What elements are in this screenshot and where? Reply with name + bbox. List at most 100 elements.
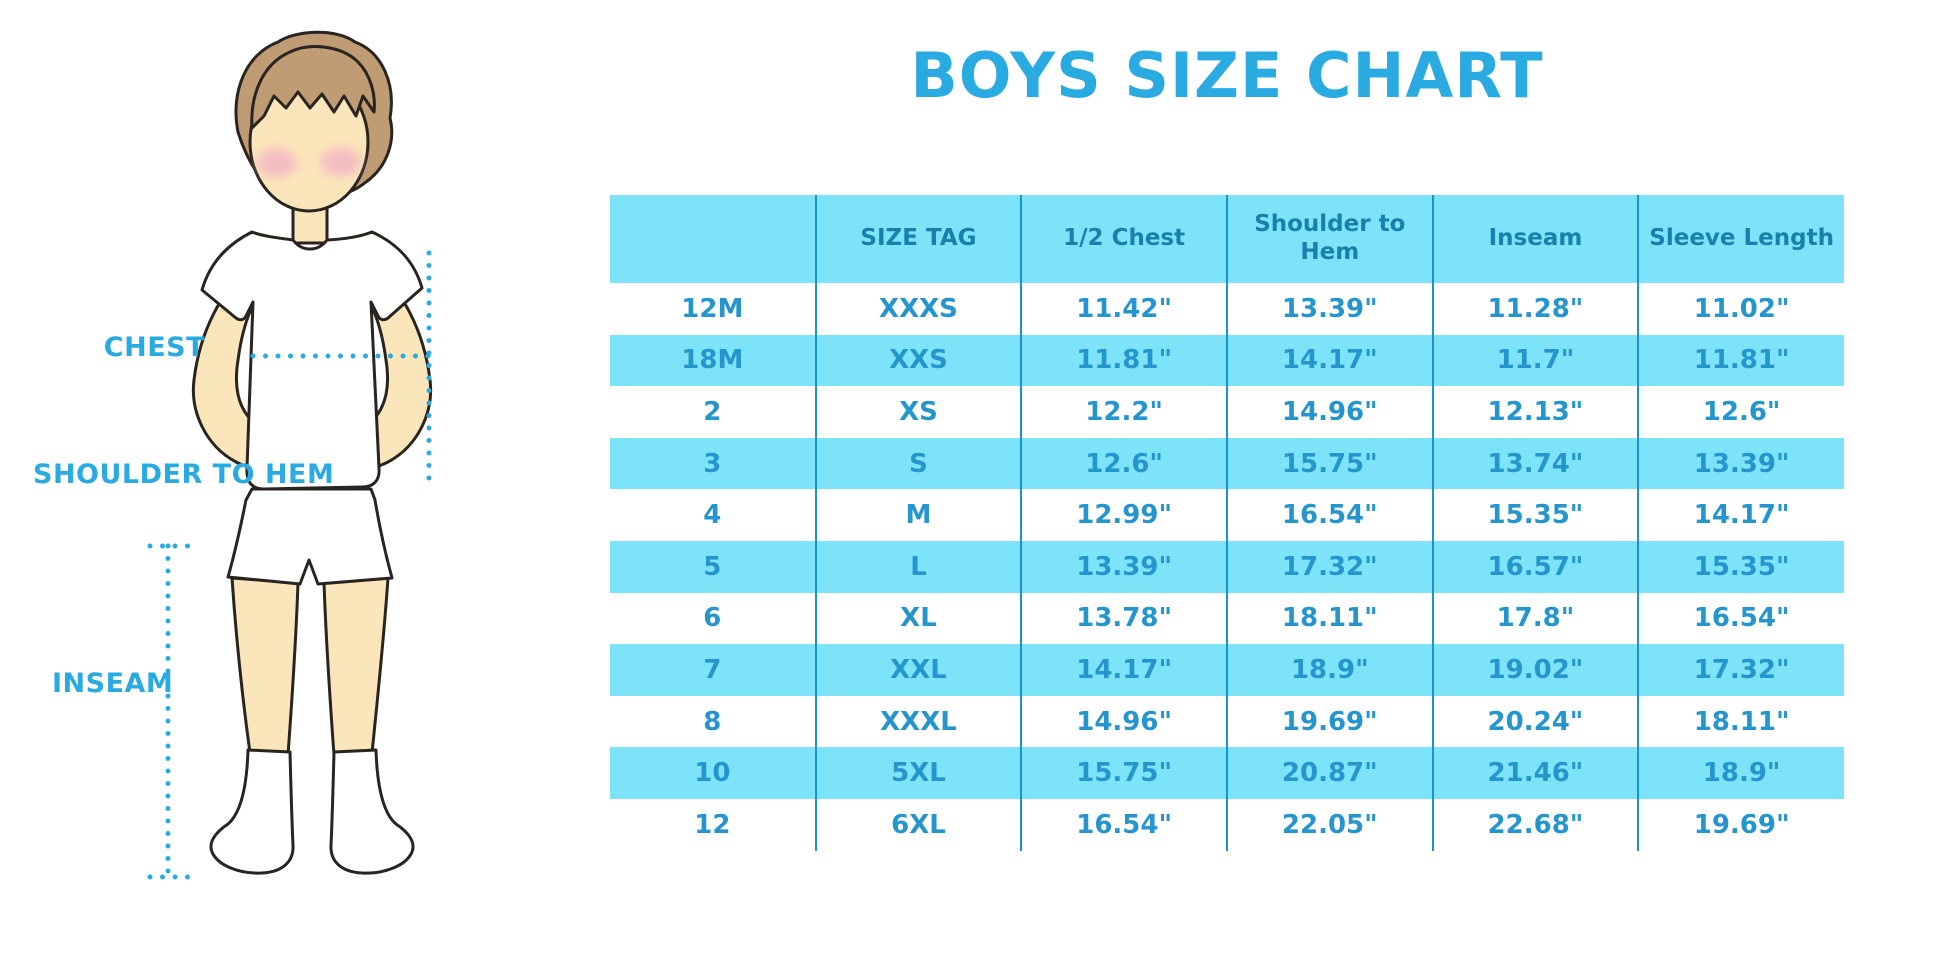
measurement-cell: 16.54" [1637, 592, 1844, 645]
boy-leg-right [318, 576, 390, 757]
column-header [610, 195, 816, 283]
measurement-cell: 18.11" [1637, 695, 1844, 748]
size-tag-cell: L [814, 540, 1022, 593]
boy-sock-right [329, 748, 415, 875]
measurement-cell: 20.87" [1225, 747, 1433, 799]
table-row: 7 XXL 14.17" 18.9" 19.02" 17.32" [610, 644, 1844, 696]
measurement-cell: 19.02" [1431, 644, 1639, 696]
measurement-cell: 12.6" [1637, 386, 1844, 438]
measurement-cell: 15.75" [1225, 437, 1433, 490]
measurement-cell: 13.39" [1637, 437, 1844, 490]
table-row: 12M XXXS 11.42" 13.39" 11.28" 11.02" [610, 283, 1844, 335]
label-chest: CHEST [103, 332, 205, 363]
size-table-body: 12M XXXS 11.42" 13.39" 11.28" 11.02" 18M XXS 11.… [610, 283, 1844, 851]
size-table: SIZE TAG 1/2 Chest Shoulder to Hem Inseam Sl… [610, 195, 1844, 851]
label-inseam: INSEAM [52, 668, 174, 699]
size-cell: 12M [610, 283, 816, 335]
size-tag-cell: XXXL [814, 695, 1022, 748]
column-header: Shoulder to Hem [1225, 195, 1433, 283]
measurement-cell: 16.54" [1225, 489, 1433, 541]
boy-sock-left [209, 748, 295, 875]
boy-shirt [200, 230, 424, 491]
table-row: 10 5XL 15.75" 20.87" 21.46" 18.9" [610, 747, 1844, 799]
measurement-cell: 22.68" [1431, 798, 1639, 851]
measurement-cell: 11.42" [1020, 283, 1227, 335]
size-tag-cell: 6XL [814, 798, 1022, 851]
measurement-cell: 11.81" [1637, 334, 1844, 387]
boy-cheek-right [321, 148, 361, 176]
column-header: SIZE TAG [814, 195, 1022, 283]
table-row: 2 XS 12.2" 14.96" 12.13" 12.6" [610, 386, 1844, 438]
measurement-cell: 14.17" [1225, 334, 1433, 387]
measurement-cell: 13.74" [1431, 437, 1639, 490]
table-row: 3 S 12.6" 15.75" 13.74" 13.39" [610, 437, 1844, 490]
table-row: 12 6XL 16.54" 22.05" 22.68" 19.69" [610, 798, 1844, 851]
measurement-cell: 11.81" [1020, 334, 1227, 387]
measurement-cell: 14.96" [1020, 695, 1227, 748]
table-row: 4 M 12.99" 16.54" 15.35" 14.17" [610, 489, 1844, 541]
boy-leg-left [230, 576, 300, 757]
table-header-row: SIZE TAG 1/2 Chest Shoulder to Hem Inseam Sl… [610, 195, 1844, 283]
size-cell: 7 [610, 644, 816, 696]
size-cell: 8 [610, 695, 816, 748]
size-cell: 6 [610, 592, 816, 645]
size-tag-cell: XXS [814, 334, 1022, 387]
size-tag-cell: XS [814, 386, 1022, 438]
size-tag-cell: XXL [814, 644, 1022, 696]
boy-shorts [226, 487, 394, 586]
measurement-cell: 15.75" [1020, 747, 1227, 799]
boy-cheek-left [257, 149, 297, 177]
size-cell: 10 [610, 747, 816, 799]
measurement-cell: 13.78" [1020, 592, 1227, 645]
measurement-cell: 22.05" [1225, 798, 1433, 851]
size-cell: 12 [610, 798, 816, 851]
table-row: 5 L 13.39" 17.32" 16.57" 15.35" [610, 540, 1844, 593]
measurement-cell: 18.11" [1225, 592, 1433, 645]
measurement-cell: 14.96" [1225, 386, 1433, 438]
table-row: 18M XXS 11.81" 14.17" 11.7" 11.81" [610, 334, 1844, 387]
measurement-cell: 12.99" [1020, 489, 1227, 541]
measurement-cell: 13.39" [1225, 283, 1433, 335]
size-cell: 4 [610, 489, 816, 541]
measurement-cell: 20.24" [1431, 695, 1639, 748]
page-title: BOYS SIZE CHART [910, 39, 1544, 112]
measurement-cell: 15.35" [1431, 489, 1639, 541]
size-tag-cell: M [814, 489, 1022, 541]
boy-hair-fringe [250, 45, 376, 130]
measurement-cell: 18.9" [1637, 747, 1844, 799]
size-tag-cell: XXXS [814, 283, 1022, 335]
boy-illustration [147, 30, 440, 880]
size-tag-cell: XL [814, 592, 1022, 645]
size-tag-cell: 5XL [814, 747, 1022, 799]
measurement-cell: 16.57" [1431, 540, 1639, 593]
measurement-cell: 12.2" [1020, 386, 1227, 438]
measurement-cell: 21.46" [1431, 747, 1639, 799]
table-row: 8 XXXL 14.96" 19.69" 20.24" 18.11" [610, 695, 1844, 748]
column-header: Sleeve Length [1637, 195, 1844, 283]
size-tag-cell: S [814, 437, 1022, 490]
measurement-cell: 14.17" [1020, 644, 1227, 696]
measurement-cell: 11.28" [1431, 283, 1639, 335]
measurement-cell: 19.69" [1637, 798, 1844, 851]
size-cell: 2 [610, 386, 816, 438]
measurement-cell: 11.02" [1637, 283, 1844, 335]
table-row: 6 XL 13.78" 18.11" 17.8" 16.54" [610, 592, 1844, 645]
measurement-cell: 15.35" [1637, 540, 1844, 593]
column-header: 1/2 Chest [1020, 195, 1227, 283]
column-header: Inseam [1431, 195, 1639, 283]
measurement-cell: 18.9" [1225, 644, 1433, 696]
measurement-cell: 17.32" [1225, 540, 1433, 593]
measurement-cell: 17.8" [1431, 592, 1639, 645]
measurement-cell: 14.17" [1637, 489, 1844, 541]
size-cell: 5 [610, 540, 816, 593]
measurement-cell: 17.32" [1637, 644, 1844, 696]
size-cell: 18M [610, 334, 816, 387]
measurement-cell: 16.54" [1020, 798, 1227, 851]
measurement-cell: 13.39" [1020, 540, 1227, 593]
measurement-cell: 12.6" [1020, 437, 1227, 490]
size-table-head: SIZE TAG 1/2 Chest Shoulder to Hem Inseam Sl… [610, 195, 1844, 283]
measurement-cell: 11.7" [1431, 334, 1639, 387]
size-cell: 3 [610, 437, 816, 490]
measurement-cell: 12.13" [1431, 386, 1639, 438]
